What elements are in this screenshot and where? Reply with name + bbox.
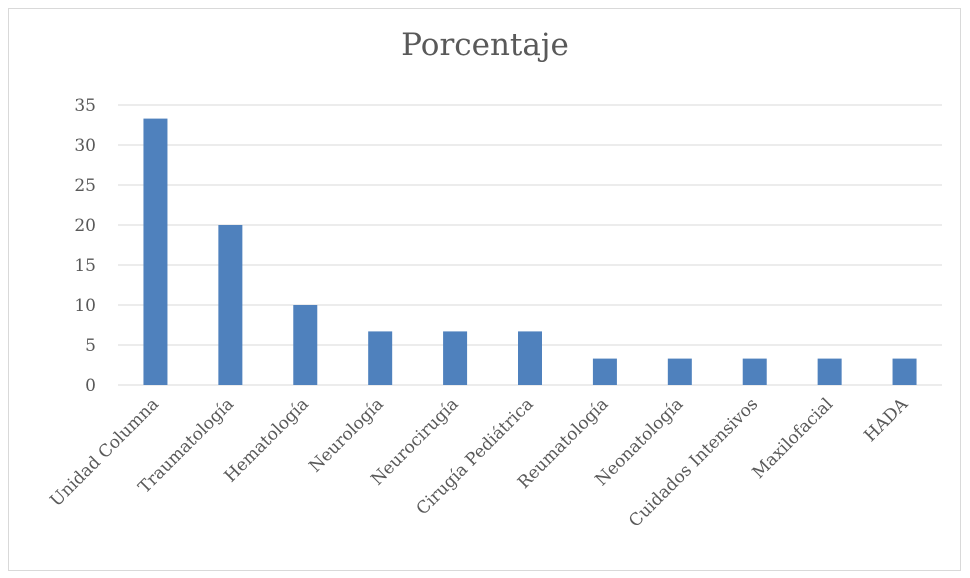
bar [518, 331, 542, 385]
x-tick-label: Cuidados Intensivos [625, 394, 762, 531]
bar [293, 305, 318, 385]
y-tick-label: 20 [74, 216, 96, 236]
chart-title: Porcentaje [401, 27, 569, 63]
y-tick-label: 35 [74, 96, 96, 116]
bar [592, 358, 617, 385]
y-tick-label: 0 [85, 376, 96, 396]
x-tick-label: Neurología [305, 394, 387, 476]
x-tick-label: HADA [860, 394, 912, 446]
bar [443, 331, 468, 385]
bar [817, 358, 842, 385]
bar [892, 358, 917, 385]
y-tick-label: 5 [85, 336, 96, 356]
bar [667, 358, 692, 385]
bar [218, 225, 243, 385]
bars [143, 118, 917, 385]
y-axis-ticks: 0 5 10 15 20 25 30 35 [74, 96, 96, 396]
y-tick-label: 10 [74, 296, 96, 316]
bar [368, 331, 393, 385]
bar [742, 358, 767, 385]
x-axis-labels: Unidad ColumnaTraumatologíaHematologíaNe… [46, 394, 912, 532]
y-tick-label: 30 [74, 136, 96, 156]
bar [143, 118, 168, 385]
y-tick-label: 25 [74, 176, 96, 196]
y-tick-label: 15 [74, 256, 96, 276]
x-tick-label: Maxilofacial [749, 394, 838, 483]
gridlines [118, 104, 942, 386]
